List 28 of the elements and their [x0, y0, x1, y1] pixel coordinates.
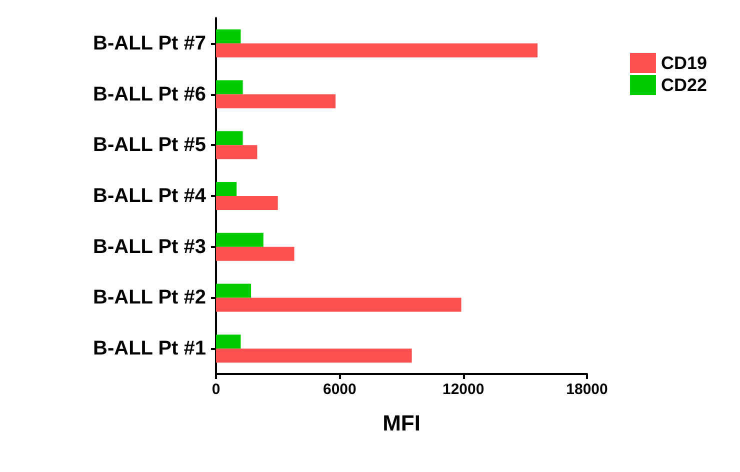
bar [216, 29, 241, 44]
x-axis-title: MFI [382, 410, 420, 436]
legend-label: CD19 [660, 53, 708, 73]
x-tick-label: 0 [212, 381, 220, 398]
x-tick-label: 6000 [322, 381, 356, 398]
y-tick-label: B-ALL Pt #1 [93, 338, 206, 360]
bar [216, 131, 243, 146]
y-tick-label: B-ALL Pt #4 [93, 185, 207, 207]
bar [216, 334, 241, 349]
bar [216, 43, 538, 58]
y-tick-label: B-ALL Pt #6 [93, 83, 206, 106]
bar [216, 348, 412, 363]
x-tick-label: 12000 [442, 381, 484, 398]
y-tick-label: B-ALL Pt #7 [93, 32, 206, 54]
bar [216, 80, 243, 94]
bar [216, 298, 462, 312]
bar [216, 94, 336, 108]
bar [216, 232, 264, 247]
y-tick-label: B-ALL Pt #2 [93, 286, 206, 309]
bar [216, 196, 278, 210]
x-tick-label: 18000 [566, 381, 608, 398]
y-tick-label: B-ALL Pt #5 [93, 134, 206, 156]
legend-label: CD22 [660, 75, 708, 95]
bar [216, 145, 258, 160]
bar [216, 182, 237, 196]
bar [216, 246, 294, 261]
y-tick-label: B-ALL Pt #3 [93, 236, 206, 258]
bar [216, 284, 252, 298]
